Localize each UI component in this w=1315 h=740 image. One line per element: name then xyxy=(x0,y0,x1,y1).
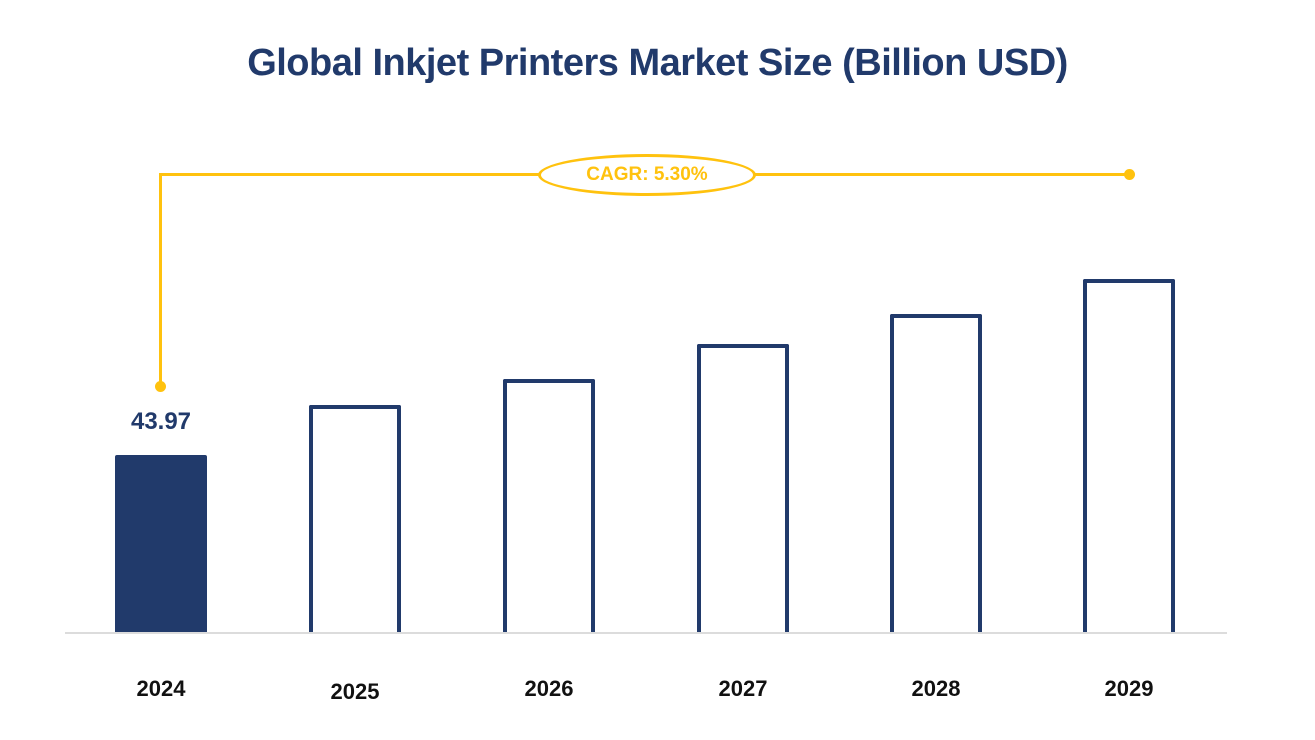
value-label-2024: 43.97 xyxy=(130,408,192,435)
cagr-badge: CAGR: 5.30% xyxy=(538,154,756,196)
bar-2029 xyxy=(1083,279,1175,632)
bar-2026 xyxy=(503,379,595,632)
x-label-2025: 2025 xyxy=(330,679,380,704)
bar-2028 xyxy=(890,314,982,632)
x-label-2029: 2029 xyxy=(1104,676,1154,701)
x-label-2028: 2028 xyxy=(911,676,961,701)
cagr-end-dot xyxy=(1124,169,1135,180)
chart-title: Global Inkjet Printers Market Size (Bill… xyxy=(247,42,1068,84)
x-label-2024: 2024 xyxy=(136,676,186,701)
bar-2024 xyxy=(115,455,207,632)
x-label-2027: 2027 xyxy=(718,676,768,701)
cagr-start-dot xyxy=(155,381,166,392)
cagr-line-left-vertical xyxy=(159,173,162,386)
x-label-2026: 2026 xyxy=(524,676,574,701)
bar-2025 xyxy=(309,405,401,632)
x-axis-baseline xyxy=(65,632,1227,634)
bar-2027 xyxy=(697,344,789,632)
